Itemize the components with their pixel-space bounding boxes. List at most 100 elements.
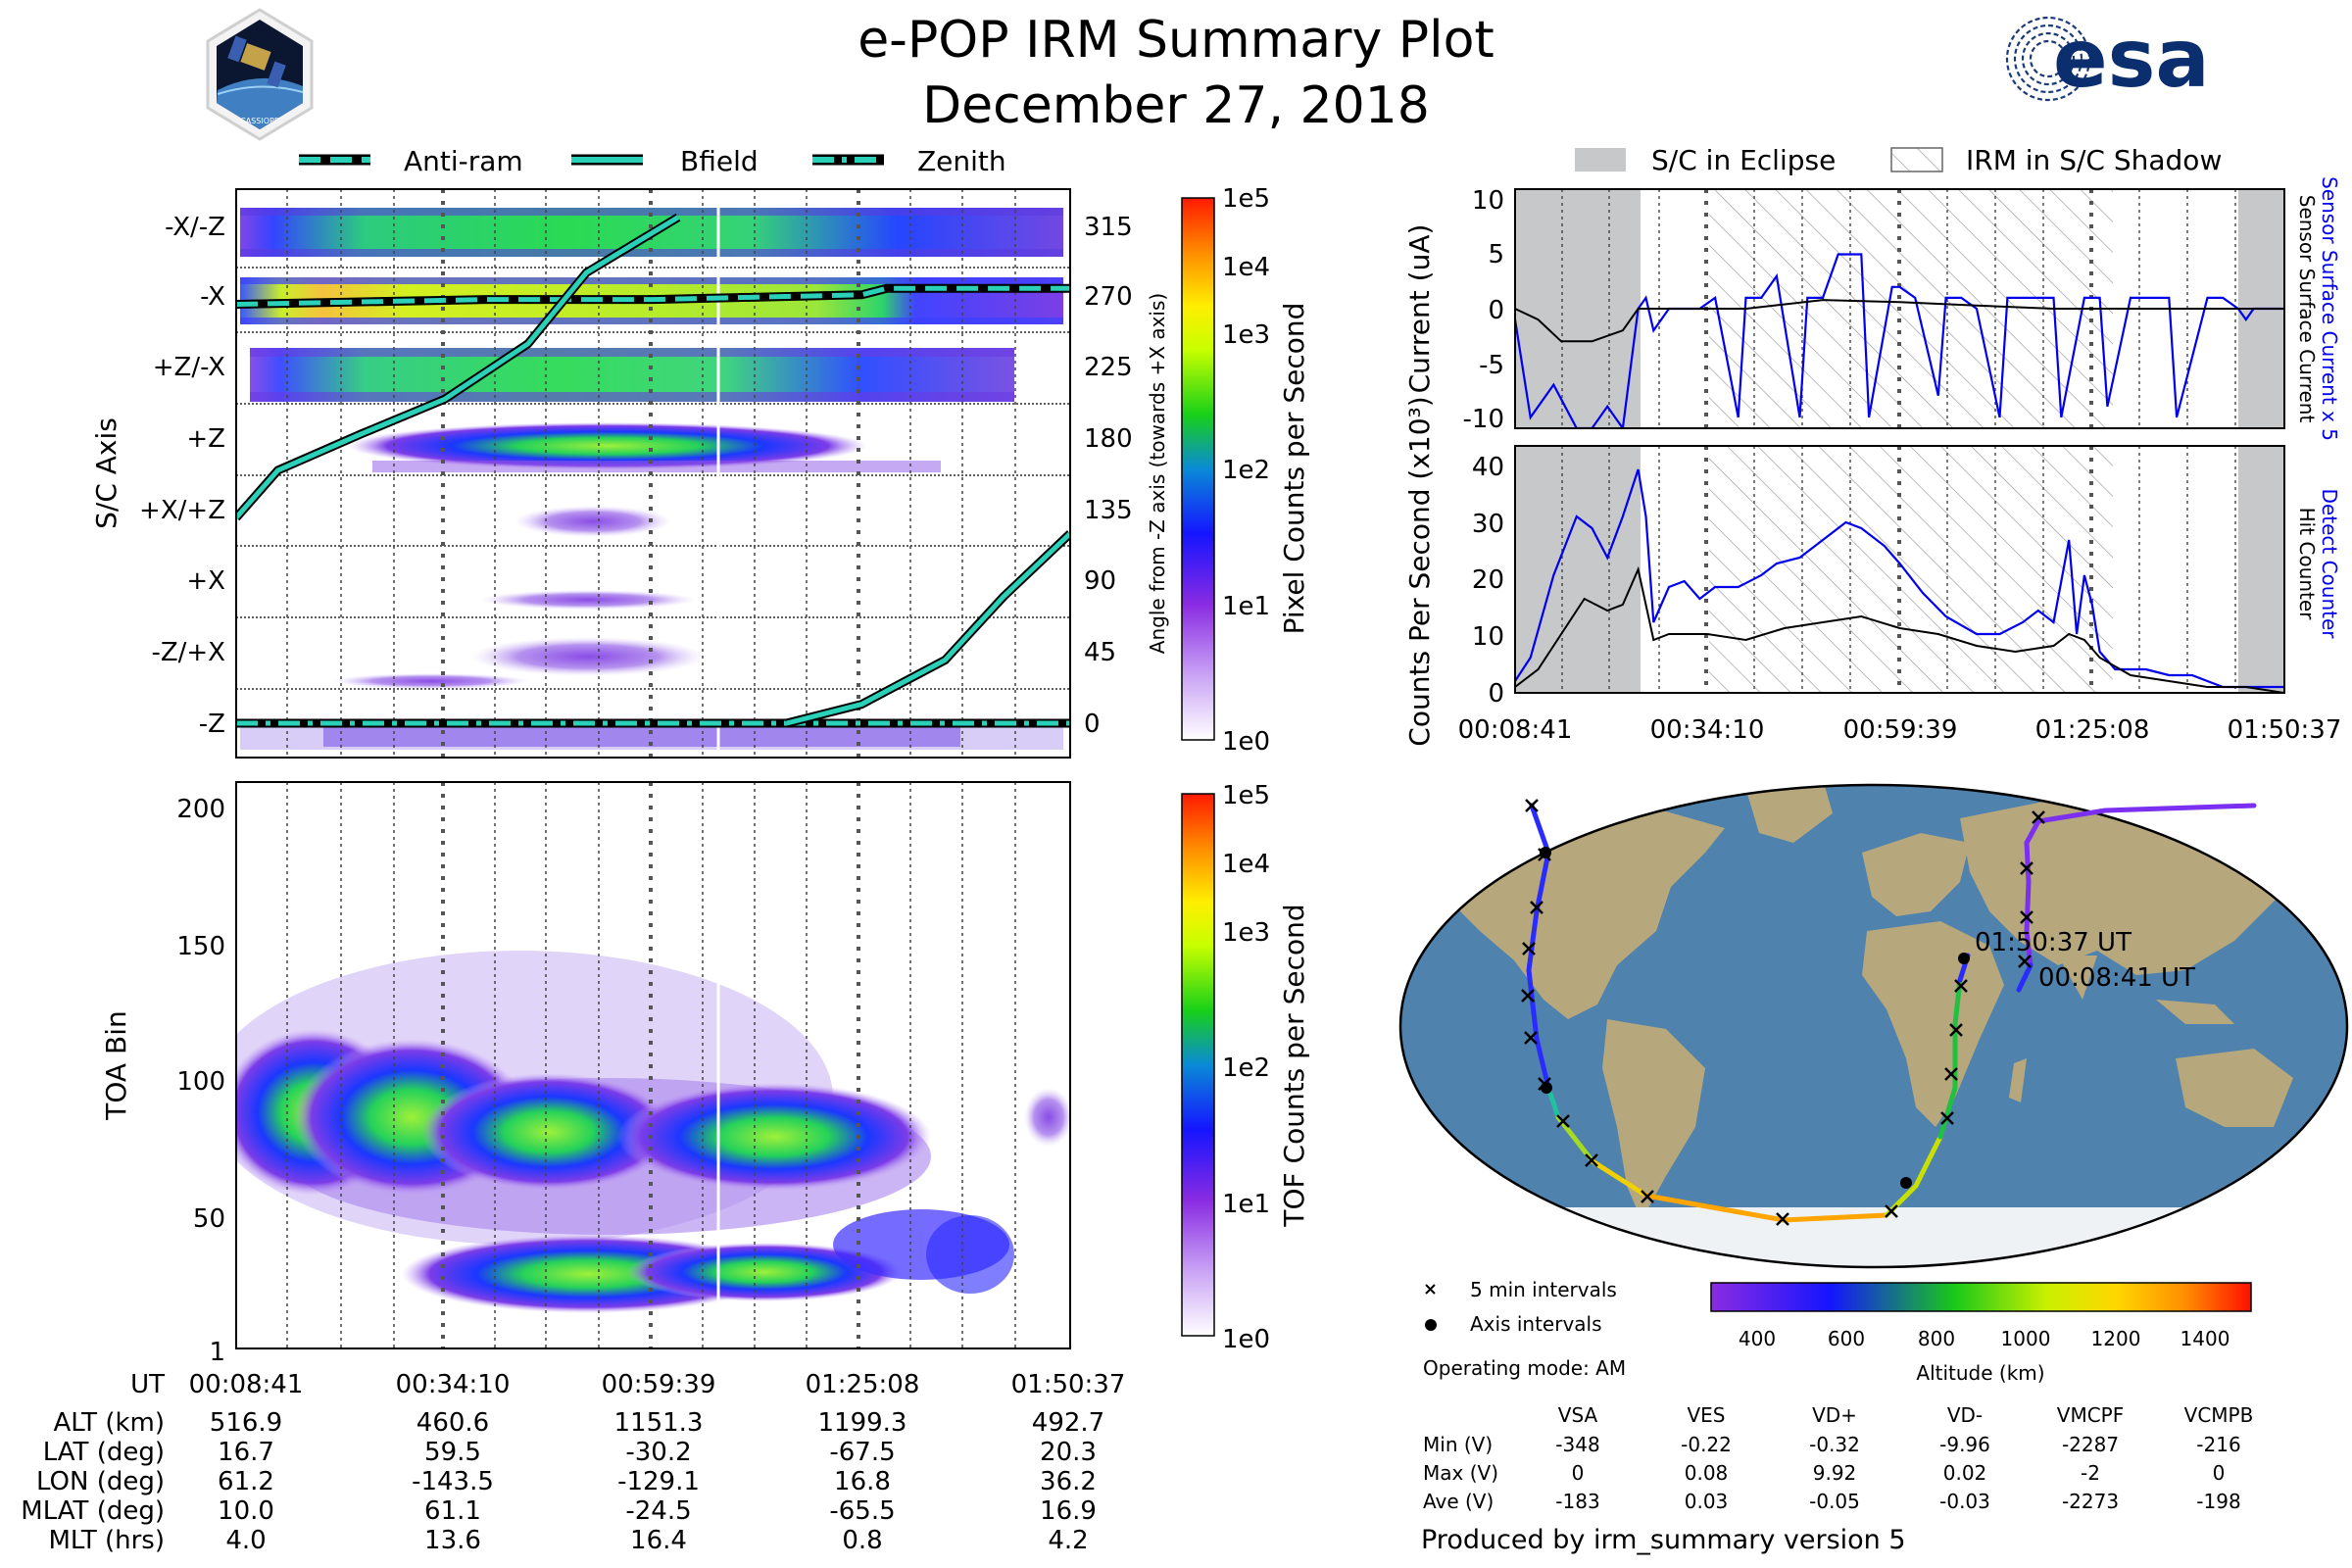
eclipse-legend: S/C in Eclipse IRM in S/C Shadow — [1575, 144, 2222, 176]
cbar2-tick-1e0: 1e0 — [1222, 1325, 1270, 1354]
cbar1-tick-1e2: 1e2 — [1222, 456, 1270, 485]
toa-tick-1: 1 — [209, 1338, 225, 1367]
cassiope-mission-patch-icon: CASSIOPE — [206, 8, 314, 141]
series-line-0 — [1515, 253, 2284, 428]
ephem-value: 4.2 — [1048, 1526, 1088, 1555]
vt-value: -2273 — [2062, 1490, 2119, 1513]
ephem-value: 16.7 — [218, 1438, 274, 1467]
ephem-row-label: MLT (hrs) — [49, 1526, 166, 1555]
ephem-row-label: MLAT (deg) — [21, 1496, 165, 1526]
ephem-value: 16.4 — [630, 1526, 687, 1555]
ephem-value: -65.5 — [829, 1496, 895, 1526]
angle-tick-45: 45 — [1084, 638, 1116, 667]
alt-tick-400: 400 — [1739, 1327, 1776, 1350]
vt-value: -0.32 — [1809, 1433, 1860, 1456]
cbar2-tick-1e2: 1e2 — [1222, 1054, 1270, 1083]
angle-tick-90: 90 — [1084, 566, 1116, 596]
cbar1-label: Pixel Counts per Second — [1278, 303, 1310, 635]
ephem-value: 1199.3 — [818, 1408, 907, 1438]
cnt-tick-30: 30 — [1472, 510, 1504, 539]
ephem-value: 516.9 — [210, 1408, 282, 1438]
alt-tick-1200: 1200 — [2091, 1327, 2141, 1350]
ephem-value: 460.6 — [416, 1408, 489, 1438]
current-panel: 10 5 0 -5 -10 Current (uA) Sensor Surfac… — [1403, 176, 2341, 441]
vt-value: -183 — [1555, 1490, 1599, 1513]
alt-tick-800: 800 — [1918, 1327, 1955, 1350]
toa-tick-200: 200 — [176, 795, 225, 824]
counts-right-label-black: Hit Counter — [2295, 508, 2319, 620]
axis-line-0 — [236, 285, 1070, 307]
ut-tick-0: 00:08:41 — [189, 1370, 304, 1399]
ephem-value: -24.5 — [625, 1496, 691, 1526]
row-label-px: +X — [186, 566, 225, 596]
vt-header-vsa: VSA — [1558, 1403, 1598, 1427]
map-legend: 5 min intervals Axis intervals — [1425, 1278, 1617, 1336]
alt-tick-1400: 1400 — [2180, 1327, 2230, 1350]
angle-tick-0: 0 — [1084, 710, 1101, 739]
operating-mode: Operating mode: AM — [1423, 1356, 1626, 1380]
current-right-label-black: Sensor Surface Current — [2295, 195, 2319, 423]
map-start-label: 00:08:41 UT — [2038, 963, 2195, 993]
esa-logo-icon: esa — [2005, 13, 2210, 106]
angle-tick-180: 180 — [1084, 424, 1133, 454]
vt-value: 0.03 — [1685, 1490, 1729, 1513]
voltage-table: VSA VES VD+ VD- VMCPF VCMPB Min (V) -348 -… — [1423, 1403, 2253, 1513]
row-label-px-pz: +X/+Z — [139, 496, 225, 525]
plot-date: December 27, 2018 — [922, 76, 1430, 135]
esa-wordmark: esa — [2053, 13, 2210, 106]
counts-panel: 40 30 20 10 0 Counts Per Second (x10³) D… — [1403, 396, 2341, 746]
cbar1-tick-1e0: 1e0 — [1222, 727, 1270, 757]
ephem-value: -129.1 — [617, 1467, 700, 1496]
angle-tick-135: 135 — [1084, 496, 1133, 525]
cnt-tick-10: 10 — [1472, 622, 1504, 652]
vt-value: 0.08 — [1685, 1461, 1729, 1485]
vt-value: -0.22 — [1681, 1433, 1732, 1456]
cbar1-tick-1e4: 1e4 — [1222, 253, 1270, 282]
legend-bfield: Bfield — [680, 145, 759, 177]
vt-row-label: Ave (V) — [1423, 1490, 1494, 1513]
ephem-value: 61.2 — [218, 1467, 274, 1496]
cbar2-tick-1e3: 1e3 — [1222, 918, 1270, 948]
altitude-colorbar: 400 600 800 1000 1200 1400 Altitude (km) — [1710, 1282, 2252, 1385]
page-title: e-POP IRM Summary Plot — [858, 11, 1494, 70]
row-label-mz-px: -Z/+X — [151, 638, 225, 667]
right-time-tick-3: 01:25:08 — [2035, 715, 2150, 745]
cbar2-tick-1e4: 1e4 — [1222, 850, 1270, 879]
vt-row-label: Max (V) — [1423, 1461, 1498, 1485]
ephemeris-table: UT 00:08:41 00:34:10 00:59:39 01:25:08 0… — [21, 1370, 1125, 1555]
toa-ylabel: TOA Bin — [100, 1010, 132, 1120]
ephem-value: 13.6 — [424, 1526, 481, 1555]
vt-value: -2 — [2081, 1461, 2100, 1485]
toa-panel: 200 150 100 50 1 TOA Bin — [100, 781, 1071, 1367]
toa-tick-50: 50 — [193, 1204, 225, 1234]
alt-colorbar-label: Altitude (km) — [1916, 1361, 2044, 1385]
cur-tick-10: 10 — [1472, 186, 1504, 216]
toa-tick-100: 100 — [176, 1067, 225, 1097]
vt-header-vdp: VD+ — [1812, 1403, 1857, 1427]
vt-value: -0.05 — [1809, 1490, 1860, 1513]
series-line-0 — [1515, 468, 2284, 689]
row-label-mz: -Z — [199, 710, 225, 739]
vt-header-vmcpf: VMCPF — [2057, 1403, 2124, 1427]
cbar1-tick-1e1: 1e1 — [1222, 592, 1270, 621]
ephem-value: 10.0 — [218, 1496, 274, 1526]
vt-header-vcmpb: VCMPB — [2184, 1403, 2254, 1427]
ephem-value: 20.3 — [1040, 1438, 1097, 1467]
current-ylabel: Current (uA) — [1403, 224, 1436, 394]
angle-tick-315: 315 — [1084, 213, 1133, 242]
vt-value: -2287 — [2062, 1433, 2119, 1456]
ephem-row-label: LAT (deg) — [43, 1438, 165, 1467]
legend-5min: 5 min intervals — [1470, 1278, 1617, 1301]
ut-tick-3: 01:25:08 — [806, 1370, 920, 1399]
ephem-value: 36.2 — [1040, 1467, 1097, 1496]
row-label-mx: -X — [200, 282, 225, 312]
counts-right-label-blue: Detect Counter — [2318, 489, 2341, 640]
legend-eclipse: S/C in Eclipse — [1651, 144, 1836, 176]
cnt-tick-0: 0 — [1488, 679, 1504, 709]
axis-interval-markers — [1540, 847, 1970, 1189]
vt-row-label: Min (V) — [1423, 1433, 1493, 1456]
cnt-tick-20: 20 — [1472, 565, 1504, 595]
angle-tick-270: 270 — [1084, 282, 1133, 312]
axis-line-2 — [236, 215, 680, 519]
